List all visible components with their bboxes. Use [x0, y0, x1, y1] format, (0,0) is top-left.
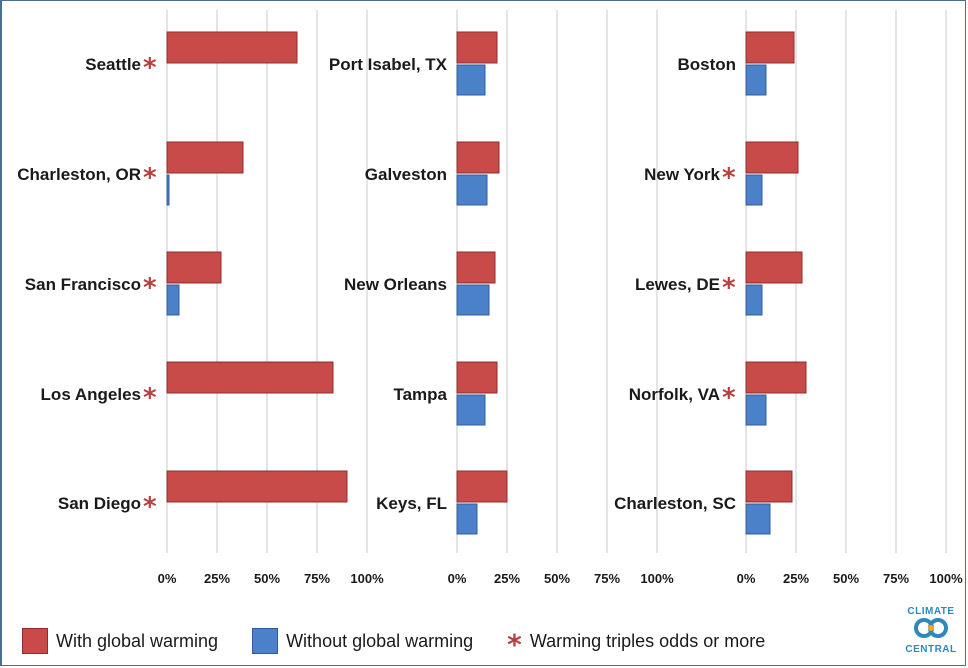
logo-text-top: CLIMATE	[907, 606, 955, 617]
legend-item-without: Without global warming	[252, 628, 473, 654]
x-tick-label: 25%	[783, 571, 809, 586]
bar-with-warming	[166, 470, 348, 503]
triples-odds-asterisk: *	[143, 163, 157, 193]
logo-text-bottom: CENTRAL	[905, 644, 957, 655]
bar-without-warming	[456, 503, 478, 535]
bar-with-warming	[456, 361, 498, 394]
logo-mark-icon	[914, 618, 948, 638]
category-label: New York	[644, 165, 720, 184]
bar-with-warming	[456, 251, 496, 284]
legend-label-with: With global warming	[56, 630, 219, 651]
bar-without-warming	[166, 174, 170, 206]
bar-without-warming	[456, 284, 490, 316]
legend-item-with: With global warming	[22, 628, 218, 654]
bar-without-warming	[456, 64, 486, 96]
category-label: Port Isabel, TX	[329, 55, 448, 74]
bar-without-warming	[745, 284, 763, 316]
bar-with-warming	[456, 141, 500, 174]
bar-without-warming	[745, 394, 767, 426]
bar-with-warming	[745, 470, 793, 503]
x-tick-label: 75%	[883, 571, 909, 586]
x-tick-label: 25%	[494, 571, 520, 586]
bar-with-warming	[166, 141, 244, 174]
x-tick-label: 50%	[544, 571, 570, 586]
category-label: Keys, FL	[376, 494, 447, 513]
bar-without-warming	[745, 174, 763, 206]
triples-odds-asterisk: *	[143, 273, 157, 303]
x-tick-label: 50%	[833, 571, 859, 586]
category-label: Seattle	[85, 55, 141, 74]
bar-with-warming	[166, 361, 334, 394]
bar-without-warming	[745, 503, 771, 535]
asterisk-icon: *	[507, 628, 522, 661]
legend-label-without: Without global warming	[286, 630, 474, 651]
x-tick-label: 75%	[594, 571, 620, 586]
x-tick-label: 0%	[448, 571, 467, 586]
x-tick-label: 100%	[929, 571, 963, 586]
category-label: Norfolk, VA	[629, 385, 720, 404]
bar-without-warming	[456, 174, 488, 206]
bar-with-warming	[745, 141, 799, 174]
legend-item-star: * Warming triples odds or more	[507, 628, 766, 661]
x-tick-label: 75%	[304, 571, 330, 586]
category-label: New Orleans	[344, 275, 447, 294]
x-tick-label: 0%	[158, 571, 177, 586]
bar-without-warming	[456, 394, 486, 426]
legend-swatch-with	[22, 628, 48, 654]
category-label: Lewes, DE	[635, 275, 720, 294]
triples-odds-asterisk: *	[143, 492, 157, 522]
bar-with-warming	[745, 31, 795, 64]
category-label: San Diego	[58, 494, 141, 513]
category-label: Charleston, OR	[17, 165, 141, 184]
triples-odds-asterisk: *	[722, 273, 736, 303]
x-tick-label: 0%	[737, 571, 756, 586]
category-label: Charleston, SC	[614, 494, 736, 513]
climate-central-logo: CLIMATE CENTRAL	[902, 606, 960, 655]
bar-with-warming	[456, 470, 508, 503]
x-tick-label: 100%	[640, 571, 674, 586]
bar-with-warming	[166, 31, 298, 64]
category-label: Los Angeles	[41, 385, 141, 404]
legend-swatch-without	[252, 628, 279, 654]
triples-odds-asterisk: *	[722, 163, 736, 193]
category-label: Galveston	[365, 165, 447, 184]
legend: With global warming Without global warmi…	[22, 624, 799, 661]
triples-odds-asterisk: *	[722, 383, 736, 413]
category-label: Boston	[677, 55, 736, 74]
triples-odds-asterisk: *	[143, 383, 157, 413]
bar-without-warming	[745, 64, 767, 96]
x-tick-label: 100%	[350, 571, 384, 586]
category-label: Tampa	[393, 385, 447, 404]
category-label: San Francisco	[25, 275, 141, 294]
bar-with-warming	[745, 251, 803, 284]
x-tick-label: 50%	[254, 571, 280, 586]
bar-without-warming	[166, 284, 180, 316]
x-tick-label: 25%	[204, 571, 230, 586]
legend-label-star: Warming triples odds or more	[529, 630, 766, 651]
bar-with-warming	[166, 251, 222, 284]
bar-with-warming	[456, 31, 498, 64]
triples-odds-asterisk: *	[143, 53, 157, 83]
bar-with-warming	[745, 361, 807, 394]
